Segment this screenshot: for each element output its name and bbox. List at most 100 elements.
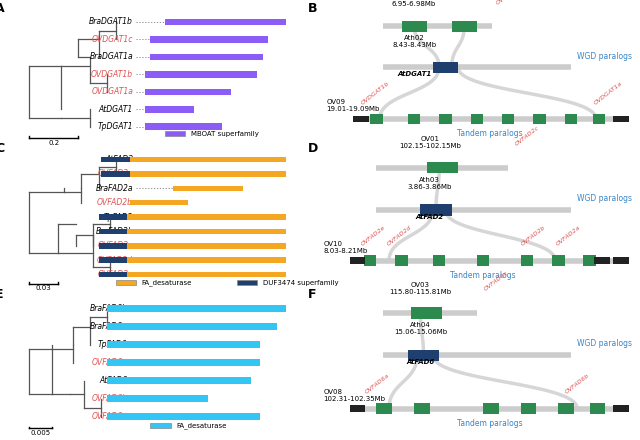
Text: 0.2: 0.2 (49, 140, 60, 146)
Text: OVFAD2e: OVFAD2e (97, 270, 133, 279)
Bar (99, 257, 127, 263)
Bar (427, 162, 458, 173)
Text: AtFAD6: AtFAD6 (406, 359, 435, 365)
Bar (145, 88, 231, 95)
Bar (102, 157, 131, 162)
Bar (131, 200, 188, 205)
Bar (364, 255, 376, 266)
Text: OVFAD2d: OVFAD2d (97, 256, 133, 264)
Bar (99, 229, 127, 234)
Text: OVDGAT1c: OVDGAT1c (495, 0, 525, 6)
Text: 0.03: 0.03 (36, 285, 52, 291)
Text: OVFAD2c: OVFAD2c (515, 125, 540, 147)
Bar (108, 413, 260, 420)
Bar (396, 255, 408, 266)
Bar (353, 116, 369, 122)
Text: AtFAD2: AtFAD2 (105, 155, 133, 164)
Bar (589, 403, 605, 414)
Text: OV10
8.03-8.21Mb: OV10 8.03-8.21Mb (323, 241, 367, 253)
Bar (131, 157, 286, 162)
Text: WGD paralogs: WGD paralogs (577, 339, 632, 348)
Bar (350, 405, 365, 412)
Bar (108, 341, 260, 348)
Bar (521, 403, 536, 414)
Text: OVFAD6c: OVFAD6c (92, 358, 127, 367)
Text: MBOAT superfamily: MBOAT superfamily (191, 131, 259, 137)
Text: D: D (307, 143, 317, 155)
Text: AtDGAT1: AtDGAT1 (99, 105, 133, 114)
Text: TpDGAT1: TpDGAT1 (98, 122, 133, 131)
Bar (145, 124, 223, 130)
Text: OVFAD2a: OVFAD2a (556, 224, 581, 246)
Text: 0.005: 0.005 (31, 430, 51, 436)
Bar (108, 377, 252, 384)
Text: AtDGAT1: AtDGAT1 (397, 71, 431, 77)
Text: C: C (0, 143, 4, 155)
Text: Tandem paralogs: Tandem paralogs (451, 271, 516, 279)
Bar (237, 280, 257, 285)
Bar (350, 257, 365, 264)
Text: OVFAD2b: OVFAD2b (521, 224, 547, 246)
Bar (108, 359, 260, 366)
Text: BraDGAT1b: BraDGAT1b (89, 18, 133, 26)
Text: BraFAD6b: BraFAD6b (90, 304, 127, 313)
Text: Tandem paralogs: Tandem paralogs (456, 128, 522, 138)
Text: OVFAD2b: OVFAD2b (97, 198, 133, 207)
Bar (533, 114, 546, 125)
Bar (452, 21, 477, 32)
Text: OVDGAT1c: OVDGAT1c (92, 35, 133, 44)
Bar (439, 114, 452, 125)
Text: BraDGAT1a: BraDGAT1a (90, 52, 133, 61)
Bar (470, 114, 483, 125)
Text: OVDGAT1b: OVDGAT1b (91, 70, 133, 79)
Bar (483, 403, 499, 414)
Text: OVDGAT1b: OVDGAT1b (361, 80, 391, 105)
Text: OV03
115.80-115.81Mb: OV03 115.80-115.81Mb (389, 282, 451, 295)
Text: OVFAD6c: OVFAD6c (483, 270, 509, 292)
Bar (376, 403, 392, 414)
Text: OVFAD6b: OVFAD6b (92, 394, 127, 403)
Bar (552, 255, 564, 266)
Bar (165, 131, 185, 136)
Text: OVFAD6b: OVFAD6b (564, 373, 591, 395)
Bar (584, 255, 596, 266)
Text: OV01
102.15-102.15Mb: OV01 102.15-102.15Mb (399, 136, 461, 150)
Text: OVFAD2e: OVFAD2e (361, 224, 387, 246)
Text: DUF3474 superfamily: DUF3474 superfamily (263, 279, 339, 286)
Bar (99, 243, 127, 249)
Bar (477, 255, 490, 266)
Bar (145, 71, 257, 78)
Bar (145, 106, 194, 113)
Text: BraFAD6a: BraFAD6a (90, 322, 127, 331)
Text: OVFAD6a: OVFAD6a (92, 412, 127, 421)
Bar (595, 257, 610, 264)
Bar (408, 349, 439, 361)
Text: FA_desaturase: FA_desaturase (142, 279, 192, 286)
Text: TpFAD6: TpFAD6 (98, 340, 127, 349)
Bar (150, 36, 269, 43)
Bar (433, 62, 458, 73)
Bar (150, 54, 263, 60)
Text: WGD paralogs: WGD paralogs (577, 194, 632, 203)
Bar (613, 257, 629, 264)
Bar (370, 114, 383, 125)
Bar (108, 323, 277, 330)
Bar (408, 114, 420, 125)
Text: OVFAD6a: OVFAD6a (364, 373, 390, 395)
Bar (433, 255, 445, 266)
Bar (108, 305, 286, 312)
Bar (116, 280, 136, 285)
Text: Ath02
8.43-8.43Mb: Ath02 8.43-8.43Mb (392, 35, 436, 48)
Text: OVDGAT1a: OVDGAT1a (92, 87, 133, 96)
Bar (127, 272, 286, 277)
Bar (99, 272, 127, 277)
Text: Ath03
3.86-3.86Mb: Ath03 3.86-3.86Mb (408, 177, 452, 190)
Text: E: E (0, 288, 3, 301)
Bar (165, 18, 286, 25)
Text: OV08
6.95-6.98Mb: OV08 6.95-6.98Mb (392, 0, 436, 7)
Bar (593, 114, 605, 125)
Text: AtFAD2: AtFAD2 (415, 214, 444, 220)
Text: BraFAD2a: BraFAD2a (95, 184, 133, 193)
Bar (131, 171, 286, 177)
Text: OVFAD2a: OVFAD2a (97, 169, 133, 179)
